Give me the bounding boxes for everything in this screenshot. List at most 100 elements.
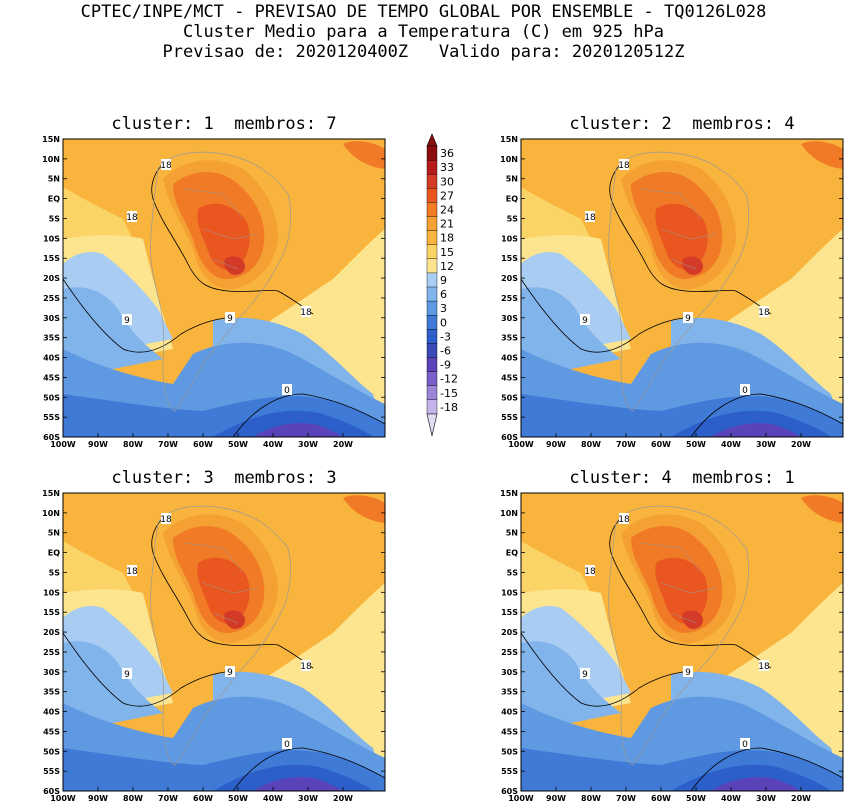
lat-label: 50S (43, 393, 60, 402)
lat-label: 10S (43, 234, 60, 243)
map-frame (62, 492, 386, 792)
border-lines (640, 542, 717, 624)
lon-label: 90W (546, 440, 566, 449)
map-frame (520, 138, 844, 438)
field-africa-warm (801, 141, 843, 169)
contour-label-box (161, 513, 171, 524)
lat-label: 15N (500, 489, 518, 498)
lon-label: 100W (50, 440, 76, 449)
colorbar-label: 36 (440, 147, 454, 160)
contour-label-c9: 9 (685, 314, 691, 324)
lon-label: 30W (298, 440, 318, 449)
lat-label: 60S (43, 433, 60, 442)
colorbar-label: -15 (440, 387, 458, 400)
isotherm-9 (521, 632, 692, 707)
colorbar-label: 3 (440, 302, 447, 315)
contour-label-box (759, 306, 769, 317)
colorbar-label: 30 (440, 175, 454, 188)
field-polar (253, 423, 343, 437)
lon-label: 80W (123, 794, 143, 803)
isotherm-0 (690, 393, 843, 437)
lon-label: 80W (581, 440, 601, 449)
colorbar-label: 9 (440, 274, 447, 287)
contour-label-c18: 18 (160, 161, 172, 171)
lon-label: 20W (333, 440, 353, 449)
colorbar-label: 24 (440, 203, 454, 216)
lat-label: 10N (500, 155, 518, 164)
lon-label: 30W (756, 440, 776, 449)
lon-label: 20W (791, 794, 811, 803)
lat-label: EQ (506, 549, 518, 558)
contour-label-box (619, 513, 629, 524)
lat-label: 25S (501, 294, 518, 303)
colorbar-label: 12 (440, 260, 454, 273)
colorbar-swatch (426, 300, 438, 316)
map-panel-cluster-4: 18 18 18 9 9 0 15N 10N 5N EQ 5S 10S 15S 20S 25S 30S 35S 4… (500, 489, 844, 803)
contour-label-c0: 0 (742, 740, 748, 750)
lat-label: 5S (49, 214, 61, 223)
contour-label-c9: 9 (124, 670, 130, 680)
lon-label: 60W (651, 440, 671, 449)
contour-label-box (282, 384, 292, 395)
lat-label: 5S (507, 214, 519, 223)
contour-label-box (580, 668, 590, 679)
lat-label: 20S (43, 628, 60, 637)
field-cool-2 (521, 641, 621, 733)
field-hot-core (682, 256, 704, 275)
field-hot-core (224, 256, 246, 275)
lon-label: 20W (791, 440, 811, 449)
lat-label: 50S (43, 747, 60, 756)
colorbar-swatch (426, 188, 438, 203)
contour-label-c18: 18 (300, 308, 312, 318)
field-hot-core (224, 610, 246, 629)
lat-label: 5N (506, 175, 518, 184)
colorbar-label: 18 (440, 232, 454, 245)
colorbar-swatch (426, 159, 438, 175)
contour-label-box (301, 306, 311, 317)
contour-label-c18: 18 (300, 662, 312, 672)
lat-label: 5N (506, 529, 518, 538)
lat-label: 45S (43, 727, 60, 736)
lat-label: 10S (501, 588, 518, 597)
lon-label: 30W (756, 794, 776, 803)
field-cool-2 (63, 641, 163, 733)
lon-label: 90W (88, 440, 108, 449)
lon-label: 80W (123, 440, 143, 449)
colorbar-swatch (426, 145, 438, 161)
lon-label: 50W (686, 794, 706, 803)
isotherm-0 (232, 747, 385, 791)
lon-label: 30W (298, 794, 318, 803)
lat-label: 10N (42, 155, 60, 164)
colorbar-swatch (426, 357, 438, 373)
field-hot-3 (655, 557, 708, 624)
lon-label: 40W (721, 440, 741, 449)
lat-label: 25S (501, 648, 518, 657)
header-line-1: CPTEC/INPE/MCT - PREVISAO DE TEMPO GLOBA… (80, 2, 767, 22)
colorbar-swatch (426, 174, 438, 189)
contour-label-box (585, 565, 595, 576)
field-polar (711, 777, 801, 791)
contour-label-c18: 18 (584, 567, 596, 577)
field-africa-warm (343, 141, 385, 169)
header-line-3: Previsao de: 2020120400Z Valido para: 20… (162, 42, 685, 62)
contour-label-c18: 18 (126, 567, 138, 577)
lon-label: 50W (228, 794, 248, 803)
colorbar-label: -6 (440, 344, 451, 357)
lon-label: 90W (546, 794, 566, 803)
lon-label: 60W (651, 794, 671, 803)
colorbar-swatch (426, 371, 438, 387)
field-hot-core (682, 610, 704, 629)
contour-label-box (759, 660, 769, 671)
lon-label: 60W (193, 440, 213, 449)
lat-label: 50S (501, 393, 518, 402)
lat-label: 35S (501, 334, 518, 343)
lat-label: 15N (500, 135, 518, 144)
contour-label-c18: 18 (758, 662, 770, 672)
lat-label: 25S (43, 648, 60, 657)
contour-label-box (619, 159, 629, 170)
lat-label: 15S (43, 608, 60, 617)
colorbar-label: 33 (440, 161, 454, 174)
lat-label: 5S (49, 568, 61, 577)
colorbar-label: -12 (440, 373, 458, 386)
